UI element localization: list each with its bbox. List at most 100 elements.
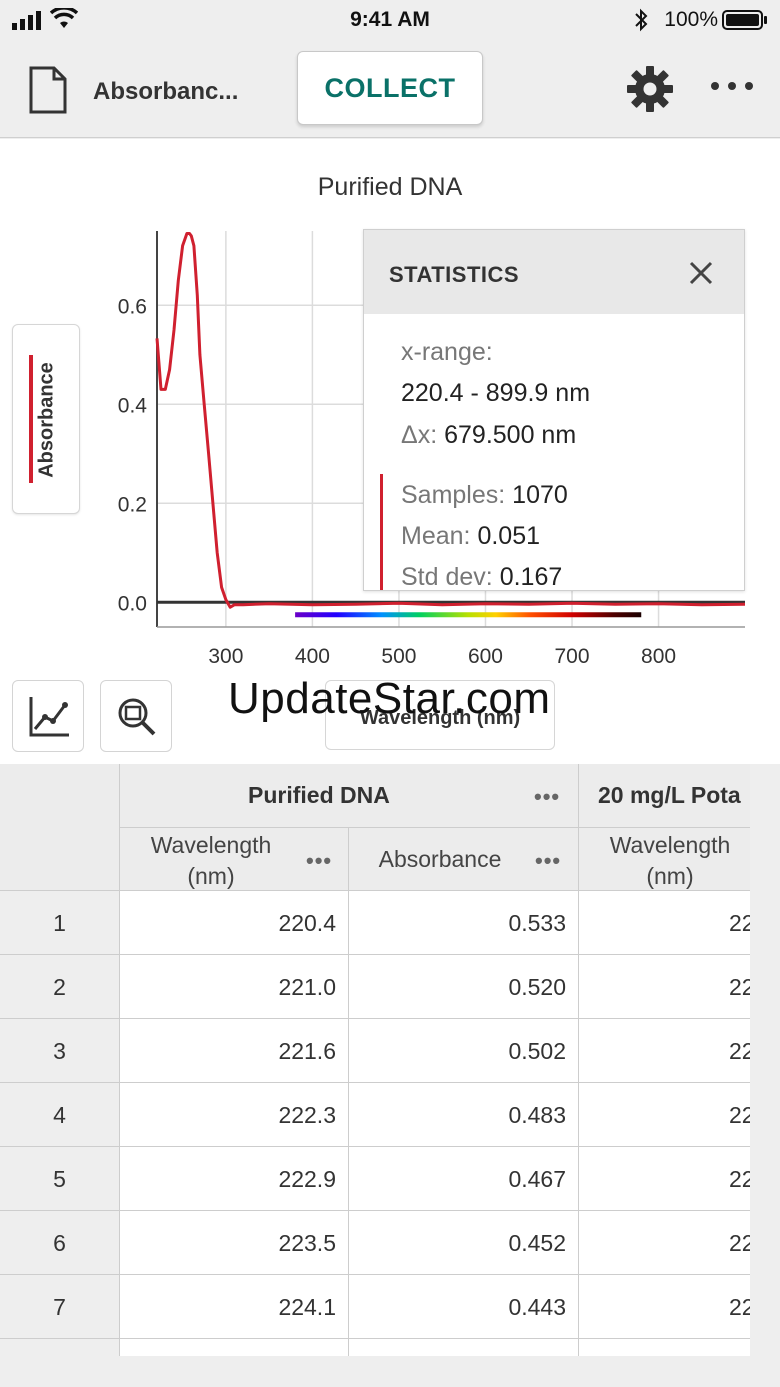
x-axis-label: Wavelength (nm)	[359, 707, 521, 729]
cell-wavelength-2[interactable]: 22	[579, 1275, 750, 1339]
x-tick-label: 600	[468, 645, 503, 668]
zoom-button[interactable]	[100, 680, 172, 752]
file-icon[interactable]	[28, 66, 68, 114]
status-bar: 9:41 AM 100%	[0, 0, 780, 40]
bottom-strip	[0, 1356, 780, 1387]
y-tick-label: 0.0	[118, 592, 147, 615]
stats-dx: Δx: 679.500 nm	[401, 421, 577, 449]
column-header-wavelength-2[interactable]: Wavelength (nm)	[579, 828, 750, 891]
y-tick-label: 0.6	[118, 295, 147, 318]
cell-wavelength-2[interactable]: 22	[579, 1019, 750, 1083]
cell-wavelength[interactable]: 221.6	[120, 1019, 349, 1083]
y-tick-label: 0.4	[118, 394, 148, 417]
battery-icon	[722, 10, 767, 30]
stats-std-dev: Std dev: 0.167	[401, 563, 563, 591]
column-menu-icon[interactable]: •••	[306, 848, 333, 873]
series-color-indicator	[29, 355, 33, 483]
group-menu-icon[interactable]: •••	[534, 784, 561, 809]
column-header-absorbance[interactable]: Absorbance •••	[349, 828, 579, 891]
column-label: Wavelength (nm)	[609, 832, 731, 889]
bluetooth-icon	[635, 8, 648, 32]
x-tick-label: 700	[554, 645, 589, 668]
y-tick-label: 0.2	[118, 493, 147, 516]
cell-absorbance[interactable]: 0.443	[349, 1275, 579, 1339]
x-tick-label: 800	[641, 645, 676, 668]
cell-absorbance[interactable]: 0.502	[349, 1019, 579, 1083]
cell-wavelength-2[interactable]: 22	[579, 1211, 750, 1275]
x-tick-label: 500	[381, 645, 416, 668]
statistics-header: STATISTICS	[364, 230, 744, 314]
row-number: 7	[0, 1275, 120, 1339]
stats-series-indicator	[380, 474, 383, 590]
x-axis-label-button[interactable]: Wavelength (nm)	[325, 680, 555, 750]
cellular-signal-icon	[12, 11, 41, 30]
row-number: 3	[0, 1019, 120, 1083]
row-number: 4	[0, 1083, 120, 1147]
chart-axes	[156, 231, 745, 628]
chart-tick-labels: 300 400 500 600 700 800 0.0 0.2 0.4 0.6	[118, 295, 676, 668]
stats-x-range-label: x-range:	[401, 338, 493, 366]
collect-button[interactable]: COLLECT	[297, 51, 483, 125]
more-options-icon[interactable]	[710, 80, 754, 92]
data-table[interactable]: Purified DNA ••• 20 mg/L Pota Wavelength…	[0, 764, 750, 1356]
cell-absorbance[interactable]: 0.533	[349, 891, 579, 955]
cell-absorbance[interactable]	[349, 1339, 579, 1356]
column-menu-icon[interactable]: •••	[535, 848, 562, 873]
row-number: 2	[0, 955, 120, 1019]
row-number	[0, 1339, 120, 1356]
column-label: Wavelength (nm)	[150, 832, 272, 889]
line-chart-icon	[29, 697, 69, 737]
table-corner-cell	[0, 764, 120, 891]
cell-absorbance[interactable]: 0.467	[349, 1147, 579, 1211]
column-label: Absorbance	[378, 846, 502, 872]
cell-wavelength[interactable]	[120, 1339, 349, 1356]
file-name[interactable]: Absorbanc...	[93, 78, 239, 105]
cell-wavelength-2[interactable]: 22	[579, 1083, 750, 1147]
x-tick-label: 300	[208, 645, 243, 668]
cell-wavelength-2[interactable]: 22	[579, 891, 750, 955]
group-label: Purified DNA	[248, 782, 390, 808]
cell-wavelength[interactable]: 222.9	[120, 1147, 349, 1211]
cell-absorbance[interactable]: 0.452	[349, 1211, 579, 1275]
zoom-icon	[118, 698, 156, 736]
close-icon[interactable]	[688, 260, 714, 286]
y-axis-label: Absorbance	[35, 362, 58, 478]
cell-wavelength-2[interactable]: 22	[579, 955, 750, 1019]
stats-x-range-value: 220.4 - 899.9 nm	[401, 379, 591, 407]
row-number: 6	[0, 1211, 120, 1275]
cell-absorbance[interactable]: 0.520	[349, 955, 579, 1019]
row-number: 5	[0, 1147, 120, 1211]
y-axis-label-button[interactable]: Absorbance	[12, 324, 80, 514]
row-number: 1	[0, 891, 120, 955]
cell-wavelength[interactable]: 220.4	[120, 891, 349, 955]
stats-mean: Mean: 0.051	[401, 522, 540, 550]
x-tick-label: 400	[295, 645, 330, 668]
cell-wavelength-2[interactable]	[579, 1339, 750, 1356]
cell-absorbance[interactable]: 0.483	[349, 1083, 579, 1147]
statistics-title: STATISTICS	[389, 262, 520, 287]
group-label: 20 mg/L Pota	[598, 782, 741, 808]
chart-series	[155, 232, 746, 609]
column-header-wavelength[interactable]: Wavelength (nm) •••	[120, 828, 349, 891]
spectrum-bar	[295, 612, 642, 618]
cell-wavelength-2[interactable]: 22	[579, 1147, 750, 1211]
watermark-text: UpdateStar.com	[228, 674, 551, 723]
graph-options-button[interactable]	[12, 680, 84, 752]
graph-title: Purified DNA	[317, 173, 463, 201]
cell-wavelength[interactable]: 221.0	[120, 955, 349, 1019]
spectrum-gradient	[295, 612, 642, 618]
cell-wavelength[interactable]: 224.1	[120, 1275, 349, 1339]
stats-samples: Samples: 1070	[401, 481, 568, 509]
gear-icon[interactable]	[626, 65, 674, 113]
status-time: 9:41 AM	[350, 8, 430, 31]
toolbar: Absorbanc... COLLECT	[0, 40, 780, 138]
cell-wavelength[interactable]: 222.3	[120, 1083, 349, 1147]
table-group-header-potassium: 20 mg/L Pota	[579, 764, 750, 828]
series-line-0	[155, 232, 746, 609]
cell-wavelength[interactable]: 223.5	[120, 1211, 349, 1275]
table-group-header-purified-dna: Purified DNA •••	[120, 764, 579, 828]
battery-percentage: 100%	[664, 8, 718, 31]
statistics-panel: STATISTICS x-range: 220.4 - 899.9 nm Δx:…	[363, 229, 745, 591]
wifi-icon	[50, 8, 78, 28]
graph-area: Purified DNA 300 400 500 600 700 800 0.0 0.2 0.4…	[0, 139, 780, 764]
